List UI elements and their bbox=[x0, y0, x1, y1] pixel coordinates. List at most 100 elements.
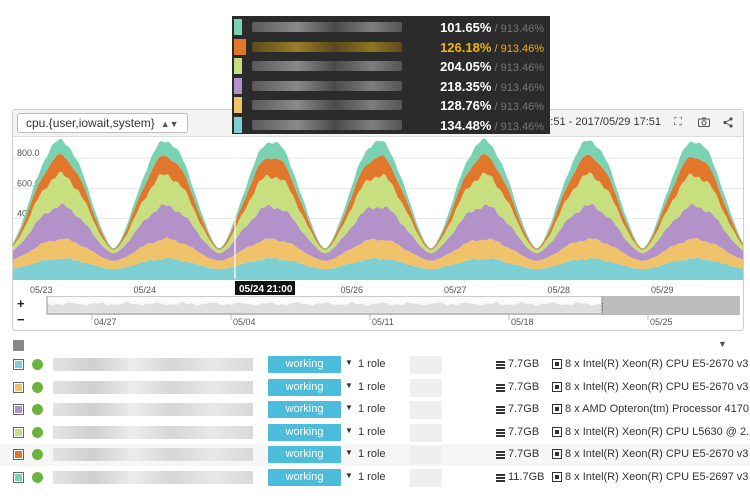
redacted-field bbox=[410, 401, 442, 420]
y-tick-label: 600.0 bbox=[17, 178, 40, 188]
role-count[interactable]: 1 role bbox=[358, 358, 386, 370]
role-count[interactable]: 1 role bbox=[358, 425, 386, 438]
status-dropdown-icon[interactable]: ▼ bbox=[345, 471, 353, 480]
redacted-hostname bbox=[252, 100, 402, 111]
series-total: / 913.46% bbox=[491, 42, 544, 55]
table-row[interactable]: working ▼ 1 role 7.7GB 8 x Intel(R) Xeon(R) … bbox=[0, 422, 750, 444]
hover-label-bg bbox=[235, 281, 295, 295]
stacked-area-chart[interactable]: 0200.0400.0600.0800.005/2305/2405/2505/2… bbox=[13, 137, 743, 297]
series-area[interactable] bbox=[13, 171, 743, 254]
memory-value: 11.7GB bbox=[508, 471, 545, 483]
redacted-hostname bbox=[252, 120, 402, 130]
series-swatch bbox=[234, 58, 242, 75]
x-tick-label: 05/29 bbox=[651, 285, 674, 295]
redacted-hostname bbox=[53, 358, 253, 371]
cpu-description: 8 x Intel(R) Xeon(R) CPU E5-2670 v3 bbox=[565, 380, 749, 393]
table-row[interactable]: working ▼ 1 role 7.7GB 8 x AMD Opteron(tm) P… bbox=[0, 399, 750, 421]
navigator-chart[interactable]: ⋮ 04/27 05/04 05/11 05/18 05/25 bbox=[14, 296, 742, 329]
role-count[interactable]: 1 role bbox=[358, 448, 386, 461]
status-button[interactable]: working bbox=[268, 446, 341, 464]
tooltip-values: 218.35% / 913.46% bbox=[410, 78, 544, 96]
share-icon[interactable] bbox=[719, 114, 737, 131]
row-checkbox[interactable] bbox=[13, 472, 24, 483]
redacted-field bbox=[410, 378, 442, 397]
column-menu-caret-icon[interactable]: ▼ bbox=[718, 339, 727, 349]
memory-icon bbox=[496, 450, 505, 460]
status-dropdown-icon[interactable]: ▼ bbox=[345, 425, 353, 435]
hover-tooltip: 101.65% / 913.46% 126.18% / 913.46% 204.05… bbox=[232, 16, 550, 134]
redacted-field bbox=[410, 446, 442, 465]
series-value: 204.05% bbox=[440, 59, 492, 75]
camera-icon[interactable] bbox=[695, 114, 713, 131]
cpu-icon bbox=[552, 449, 562, 460]
series-value: 101.65% bbox=[440, 20, 492, 35]
series-swatch bbox=[234, 19, 242, 35]
role-count[interactable]: 1 role bbox=[358, 403, 386, 416]
series-area[interactable] bbox=[13, 153, 743, 250]
status-dot bbox=[32, 359, 43, 370]
status-button[interactable]: working bbox=[268, 423, 341, 441]
redacted-hostname bbox=[252, 22, 402, 32]
series-area[interactable] bbox=[13, 203, 743, 261]
zoom-in-button[interactable]: + bbox=[17, 296, 25, 311]
navigator[interactable]: + − ⋮ 04/27 05/04 05/11 05/18 05/25 bbox=[14, 296, 742, 329]
series-total: / 913.46% bbox=[491, 23, 544, 35]
role-count[interactable]: 1 role bbox=[358, 380, 386, 393]
navigator-handle-icon[interactable]: ⋮ bbox=[598, 301, 607, 311]
series-value: 126.18% bbox=[440, 39, 492, 55]
memory-icon bbox=[496, 473, 505, 482]
tooltip-values: 134.48% / 913.46% bbox=[410, 117, 544, 135]
row-checkbox[interactable] bbox=[13, 381, 24, 393]
cpu-icon bbox=[552, 472, 562, 482]
tooltip-values: 204.05% / 913.46% bbox=[410, 58, 544, 76]
row-checkbox[interactable] bbox=[13, 404, 24, 416]
fullscreen-icon[interactable]: ⛶ bbox=[674, 116, 682, 128]
select-all-checkbox[interactable] bbox=[13, 340, 24, 351]
navigator-tick-label: 05/25 bbox=[650, 317, 673, 327]
series-area[interactable] bbox=[13, 237, 743, 270]
role-count[interactable]: 1 role bbox=[358, 471, 386, 483]
status-dropdown-icon[interactable]: ▼ bbox=[345, 403, 353, 413]
row-checkbox[interactable] bbox=[13, 449, 24, 461]
status-dot bbox=[32, 404, 43, 416]
redacted-hostname bbox=[53, 425, 253, 439]
status-dot bbox=[32, 426, 43, 438]
cpu-icon bbox=[552, 381, 562, 392]
status-dot bbox=[32, 381, 43, 393]
navigator-selection[interactable] bbox=[602, 296, 740, 314]
series-value: 218.35% bbox=[440, 78, 492, 94]
series-value: 134.48% bbox=[440, 118, 492, 133]
memory-icon bbox=[496, 427, 505, 437]
status-button[interactable]: working bbox=[268, 401, 341, 419]
table-row[interactable]: working ▼ 1 role 11.7GB 8 x Intel(R) Xeon(R)… bbox=[0, 467, 750, 489]
status-dropdown-icon[interactable]: ▼ bbox=[345, 380, 353, 390]
time-range-text: 7:51 - 2017/05/29 17:51 bbox=[544, 116, 661, 128]
row-checkbox[interactable] bbox=[13, 426, 24, 438]
series-area[interactable] bbox=[13, 257, 743, 279]
redacted-field bbox=[410, 356, 442, 374]
series-total: / 913.46% bbox=[491, 101, 544, 114]
status-dropdown-icon[interactable]: ▼ bbox=[345, 448, 353, 458]
redacted-hostname bbox=[53, 380, 253, 394]
navigator-tick-label: 05/11 bbox=[372, 317, 394, 327]
metric-select[interactable]: cpu.{user,iowait,system} ▲▼ bbox=[17, 113, 188, 133]
row-checkbox[interactable] bbox=[13, 359, 24, 370]
tooltip-row: 128.76% / 913.46% bbox=[232, 95, 550, 115]
redacted-field bbox=[410, 423, 442, 442]
status-button[interactable]: working bbox=[268, 356, 341, 373]
status-button[interactable]: working bbox=[268, 378, 341, 396]
tooltip-row: 101.65% / 913.46% bbox=[232, 17, 550, 37]
table-row[interactable]: working ▼ 1 role 7.7GB 8 x Intel(R) Xeon(R) … bbox=[0, 444, 750, 467]
table-row[interactable]: working ▼ 1 role 7.7GB 8 x Intel(R) Xeon(R) … bbox=[0, 354, 750, 376]
x-tick-label: 05/23 bbox=[30, 285, 53, 295]
status-dot bbox=[32, 449, 43, 461]
cpu-description: 8 x Intel(R) Xeon(R) CPU L5630 @ 2.1 bbox=[565, 425, 750, 438]
cpu-icon bbox=[552, 404, 562, 415]
status-dropdown-icon[interactable]: ▼ bbox=[345, 358, 353, 367]
series-value: 128.76% bbox=[440, 98, 492, 114]
navigator-tick-label: 04/27 bbox=[94, 317, 117, 327]
table-row[interactable]: working ▼ 1 role 7.7GB 8 x Intel(R) Xeon(R) … bbox=[0, 377, 750, 399]
redacted-field bbox=[410, 469, 442, 487]
zoom-out-button[interactable]: − bbox=[17, 312, 25, 327]
status-button[interactable]: working bbox=[268, 469, 341, 486]
